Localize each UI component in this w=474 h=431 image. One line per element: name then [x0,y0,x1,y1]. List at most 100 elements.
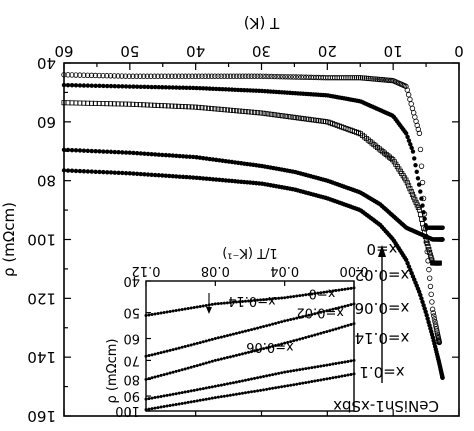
data-point [156,152,161,157]
data-point [116,170,121,176]
data-point [130,73,136,79]
data-point [96,72,102,79]
data-point [172,73,178,79]
inset-fit-line [145,360,355,400]
data-point [179,73,185,79]
data-point [237,108,243,114]
data-point [153,84,158,90]
data-point [138,151,143,156]
data-point [239,73,246,79]
data-point [201,86,206,91]
data-point [429,299,435,305]
data-point [180,174,186,180]
data-point [81,148,87,153]
data-point [425,244,431,250]
data-point [418,189,423,194]
data-point [184,154,189,159]
data-point [369,76,375,82]
data-point [418,163,425,169]
data-point [69,83,75,88]
data-point [303,74,309,80]
main-y-tick-label: 80 [37,172,56,190]
data-point [260,73,266,79]
data-point [410,110,417,116]
data-point [104,83,110,89]
inset-annotation: x=0.14 [228,293,276,308]
inset-x-tick-label: 0.08 [201,263,230,278]
data-point [145,151,151,157]
data-point [223,87,228,92]
main-y-tick-label: 60 [37,113,56,131]
data-point [266,111,272,117]
data-point [290,74,297,80]
data-point [77,168,83,174]
data-point [73,83,79,88]
data-point [408,189,414,195]
data-point [93,148,98,154]
data-point [228,107,234,113]
data-point [383,77,389,83]
data-point [282,113,288,119]
data-point [191,175,196,180]
data-point [108,170,114,175]
data-point [204,86,209,91]
data-point [277,73,283,80]
data-point [172,103,178,109]
data-point [220,177,225,183]
data-point [266,73,272,80]
data-point [365,75,371,82]
data-point [144,73,151,79]
data-point [108,101,114,107]
inset-x-tick-label: 0.00 [340,263,369,278]
data-point [131,84,136,89]
data-point [385,153,391,159]
inset-y-tick-label: 70 [123,352,140,367]
data-point [145,84,151,90]
data-point [176,103,182,109]
data-point [367,75,373,82]
main-x-axis-label: T (K) [244,14,280,32]
inset-plot-frame [145,280,355,412]
data-point [167,173,172,179]
data-point [217,158,222,163]
data-point [192,73,199,79]
data-point [290,114,296,120]
main-x-tick-label: 50 [120,42,139,60]
data-point [155,73,161,79]
data-point [424,312,429,318]
data-point [257,110,263,116]
data-point [85,169,91,174]
data-point [373,76,379,82]
inset-data [144,286,356,412]
data-point [405,92,412,98]
inset-y-axis-label: ρ (mΩcm) [105,339,120,404]
inset-series-x-0-1 [144,372,356,412]
data-point [187,154,193,159]
data-point [81,72,87,78]
data-point [186,104,192,110]
data-point [295,74,302,80]
inset-data-point [352,322,356,326]
data-point [249,109,255,115]
data-point [359,75,366,81]
inset-annotation-arrowhead [206,307,212,314]
data-point [97,83,102,89]
data-point [229,87,235,92]
series-x-0-14 [61,147,445,242]
data-point [406,183,412,189]
data-point [277,112,283,118]
data-point [410,149,416,154]
data-point [73,168,79,174]
data-point [412,114,418,120]
data-point [119,73,125,79]
data-point [127,84,132,89]
data-point [287,74,294,80]
data-point [424,241,430,247]
main-y-tick-label: 40 [37,54,56,72]
data-point [431,313,437,319]
data-point [405,134,410,140]
legend-arrow-head [378,245,386,257]
data-point [405,260,410,266]
data-point [381,77,388,83]
